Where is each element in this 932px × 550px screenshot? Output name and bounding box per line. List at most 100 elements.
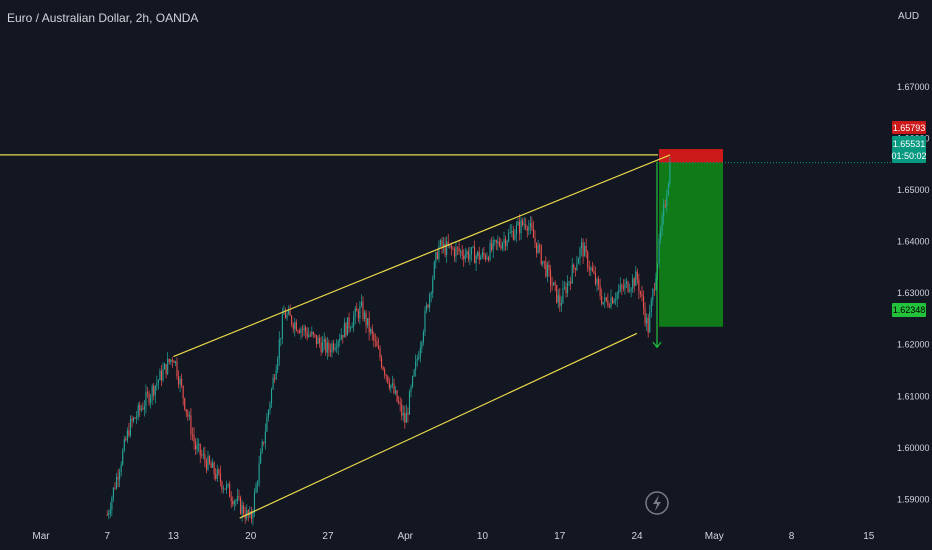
x-tick-label: 15 bbox=[863, 531, 875, 542]
candle-body bbox=[401, 404, 403, 416]
candle-body bbox=[461, 250, 463, 256]
candle-body bbox=[326, 342, 328, 353]
candle-body bbox=[205, 461, 207, 470]
x-tick-label: 7 bbox=[104, 531, 110, 542]
candle-body bbox=[556, 284, 558, 303]
candle-body bbox=[562, 288, 564, 304]
candle-body bbox=[633, 278, 635, 286]
candle-body bbox=[309, 334, 311, 336]
candle-body bbox=[531, 223, 533, 230]
candle-body bbox=[557, 295, 559, 303]
candle-body bbox=[297, 330, 299, 332]
candle-body bbox=[500, 245, 502, 249]
candle-body bbox=[342, 334, 344, 338]
candle-body bbox=[515, 225, 517, 235]
candle-body bbox=[463, 255, 465, 260]
candle-body bbox=[219, 472, 221, 482]
candle-body bbox=[470, 247, 473, 255]
candle-body bbox=[164, 364, 166, 370]
candle-body bbox=[532, 229, 535, 238]
candle-body bbox=[472, 246, 474, 248]
candle-body bbox=[639, 291, 641, 294]
candle-body bbox=[565, 287, 567, 294]
candle-body bbox=[174, 361, 176, 363]
candle-body bbox=[188, 415, 190, 417]
candle-body bbox=[518, 221, 521, 234]
candle-body bbox=[599, 285, 601, 296]
candle-body bbox=[563, 287, 566, 289]
candle-body bbox=[615, 299, 617, 301]
candle-body bbox=[196, 445, 198, 450]
candle-body bbox=[314, 334, 316, 335]
candle-body bbox=[173, 361, 175, 363]
candle-body bbox=[444, 243, 446, 255]
candle-body bbox=[269, 403, 271, 411]
candle-body bbox=[415, 361, 417, 371]
candle-body bbox=[360, 301, 362, 306]
candle-body bbox=[224, 488, 226, 490]
candle-body bbox=[128, 430, 130, 436]
candle-body bbox=[243, 505, 245, 515]
candle-body bbox=[156, 382, 158, 386]
candle-body bbox=[492, 240, 494, 250]
candle-body bbox=[594, 273, 597, 284]
candle-body bbox=[604, 297, 606, 303]
candle-body bbox=[308, 334, 310, 337]
candle-body bbox=[655, 277, 657, 290]
channel-lines[interactable] bbox=[0, 154, 671, 519]
candle-body bbox=[120, 464, 122, 472]
candle-body bbox=[667, 183, 669, 196]
candle-body bbox=[137, 405, 139, 417]
candle-body bbox=[503, 239, 505, 244]
candle-body bbox=[281, 314, 283, 338]
candle-body bbox=[226, 484, 228, 490]
candle-body bbox=[379, 348, 381, 358]
candle-body bbox=[129, 418, 132, 436]
candle-body bbox=[356, 308, 358, 312]
target-price-label: 1.62348 bbox=[893, 305, 926, 315]
x-axis: Mar 7 13 20 27 Apr 10 17 24 May 8 15 bbox=[32, 531, 874, 542]
candle-body bbox=[455, 247, 457, 257]
candle-body bbox=[210, 463, 212, 468]
candle-body bbox=[151, 385, 153, 398]
candle-body bbox=[475, 256, 477, 264]
candle-body bbox=[291, 315, 293, 325]
candle-body bbox=[571, 264, 573, 284]
candle-body bbox=[170, 359, 172, 363]
candle-body bbox=[587, 252, 589, 268]
candle-body bbox=[239, 497, 242, 514]
candle-body bbox=[610, 297, 612, 308]
candle-body bbox=[630, 288, 632, 291]
candle-body bbox=[370, 329, 372, 333]
candle-body bbox=[522, 220, 524, 225]
candle-body bbox=[213, 462, 215, 475]
candle-body bbox=[624, 283, 626, 289]
x-tick-label: 10 bbox=[477, 531, 489, 542]
candle-body bbox=[487, 257, 490, 260]
candle-body bbox=[348, 317, 350, 329]
candle-body bbox=[247, 510, 249, 516]
candle-body bbox=[312, 332, 314, 335]
candle-body bbox=[305, 327, 307, 333]
candle-body bbox=[526, 227, 528, 231]
candle-body bbox=[616, 292, 618, 300]
candle-body bbox=[133, 417, 135, 422]
candle-body bbox=[494, 240, 496, 241]
candle-body bbox=[520, 220, 522, 234]
lightning-icon[interactable] bbox=[645, 491, 669, 515]
candle-body bbox=[393, 383, 395, 394]
candle-body bbox=[365, 312, 367, 326]
candle-body bbox=[412, 376, 414, 387]
candle-body bbox=[399, 402, 401, 405]
candle-body bbox=[452, 248, 454, 250]
candle-body bbox=[405, 412, 407, 423]
candle-body bbox=[340, 334, 342, 340]
candle-body bbox=[410, 386, 412, 392]
candle-body bbox=[602, 302, 604, 304]
candle-body bbox=[481, 252, 483, 257]
candle-body bbox=[398, 401, 400, 403]
candle-body bbox=[119, 471, 121, 480]
y-tick-label: 1.65000 bbox=[897, 185, 930, 195]
